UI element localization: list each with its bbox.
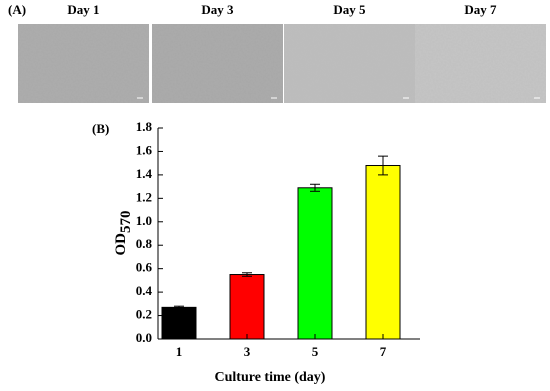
y-axis-label: OD570 [113, 211, 134, 256]
micrograph-texture [415, 24, 546, 103]
bar-chart: 0.0 0.2 0.4 0.6 0.8 1.0 1.2 1.4 1.6 1.8 1 3 5 7 Cultur… [113, 119, 420, 385]
y-tick-label: 0.4 [136, 283, 153, 298]
bar [161, 306, 197, 340]
panel-label: (B) [92, 121, 109, 136]
bar [297, 187, 333, 340]
x-tick-label: 1 [176, 344, 183, 359]
x-tick-label: 7 [380, 344, 387, 359]
y-tick-label: 1.4 [136, 166, 153, 181]
bar [365, 165, 401, 340]
micrographs: Day 1 Day 3 Day 5 Day 7 [18, 2, 546, 103]
y-tick-label: 0.8 [136, 236, 153, 251]
image-label: Day 5 [333, 2, 366, 17]
micrograph-texture [284, 24, 415, 103]
image-label: Day 3 [201, 2, 234, 17]
micrograph-texture [152, 24, 283, 103]
y-tick-label: 0.0 [136, 330, 152, 345]
y-tick-label: 0.6 [136, 260, 153, 275]
image-label: Day 1 [67, 2, 99, 17]
x-tick-label: 3 [244, 344, 251, 359]
x-tick-label: 5 [312, 344, 319, 359]
y-tick-label: 1.6 [136, 142, 153, 157]
y-tick-label: 1.8 [136, 119, 153, 134]
y-axis-label-main: OD [113, 233, 129, 256]
y-axis-label-subscript: 570 [118, 211, 134, 234]
y-tick-label: 1.0 [136, 213, 152, 228]
micrograph-texture [18, 24, 149, 103]
image-label: Day 7 [464, 2, 497, 17]
y-tick-label: 0.2 [136, 307, 152, 322]
y-tick-label: 1.2 [136, 189, 152, 204]
bar [229, 274, 265, 340]
panel-label: (A) [8, 2, 26, 17]
x-axis-label: Culture time (day) [215, 370, 326, 385]
